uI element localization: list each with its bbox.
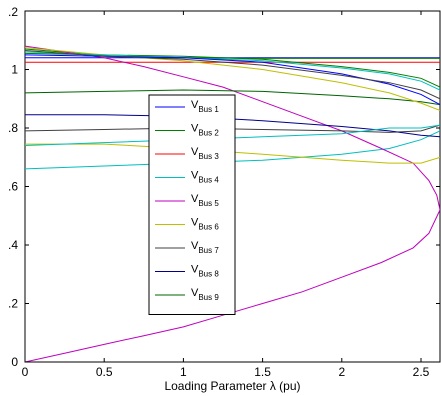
legend-label: VBus 8 xyxy=(191,264,219,279)
x-tick-label: 1 xyxy=(180,365,187,379)
x-tick-label: 0.5 xyxy=(96,365,113,379)
legend-label: VBus 1 xyxy=(191,99,219,114)
legend-label: VBus 2 xyxy=(191,123,219,138)
legend-label: VBus 3 xyxy=(191,146,219,161)
x-tick-label: 2 xyxy=(338,365,345,379)
series-layer xyxy=(25,45,440,362)
legend-label: VBus 5 xyxy=(191,193,219,208)
x-tick-label: 1.5 xyxy=(254,365,271,379)
x-tick-label: 0 xyxy=(22,365,29,379)
legend-label: VBus 7 xyxy=(191,240,219,255)
legend: VBus 1 VBus 2 VBus 3 VBus 4 VBus 5 VBus 6 VBus… xyxy=(148,94,236,315)
y-tick-label: .4 xyxy=(8,238,18,252)
legend-label: VBus 6 xyxy=(191,217,219,232)
y-tick-label: 1 xyxy=(11,63,18,77)
series-line-5 xyxy=(25,45,440,211)
series-line-12 xyxy=(25,51,440,91)
y-tick-label: .6 xyxy=(8,180,18,194)
series-line-16 xyxy=(25,124,440,146)
y-tick-label: .8 xyxy=(8,121,18,135)
series-line-7 xyxy=(25,124,440,133)
legend-box xyxy=(148,94,236,315)
x-tick-label: 2.5 xyxy=(413,365,430,379)
y-tick-label: 0 xyxy=(11,355,18,369)
series-line-6 xyxy=(25,143,440,164)
legend-label: VBus 4 xyxy=(191,170,219,185)
series-line-8 xyxy=(25,114,440,138)
x-axis-label: Loading Parameter λ (pu) xyxy=(164,379,300,393)
legend-label: VBus 9 xyxy=(191,287,219,302)
series-line-15 xyxy=(25,209,440,362)
series-line-14 xyxy=(25,50,440,100)
y-tick-label: .2 xyxy=(8,297,18,311)
y-tick-label: .2 xyxy=(8,5,18,19)
series-line-2 xyxy=(25,48,440,59)
axes-layer: 0 0.5 1 1.5 2 2.5 0 .2 .4 .6 .8 1 .2 xyxy=(8,5,440,379)
